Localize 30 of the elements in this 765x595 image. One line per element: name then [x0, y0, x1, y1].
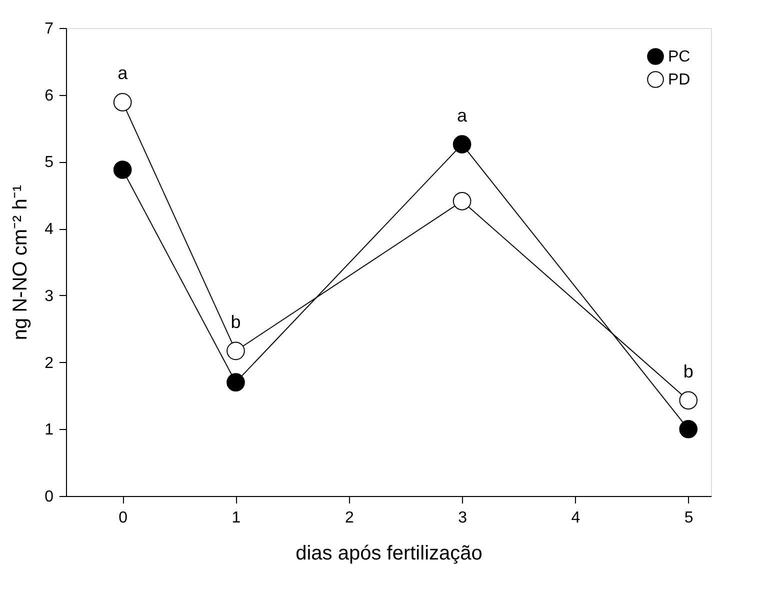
point	[679, 420, 698, 438]
point	[113, 93, 132, 112]
point	[452, 192, 472, 210]
y-tick-label: 5	[44, 154, 54, 172]
y-tick-label: 6	[44, 87, 54, 104]
annotation: a	[118, 63, 129, 84]
y-tick-label: 7	[44, 20, 54, 38]
legend-label: PC	[668, 48, 690, 66]
annotation: b	[230, 312, 241, 332]
annotation: b	[683, 361, 694, 382]
legend-label: PD	[668, 72, 690, 88]
x-tick-label: 1	[232, 510, 241, 526]
x-axis-title: dias após fertilização	[296, 542, 482, 564]
y-tick-label: 0	[44, 488, 54, 506]
y-tick-label: 1	[44, 422, 54, 439]
point	[226, 342, 245, 360]
y-tick-label: 4	[44, 221, 54, 238]
x-tick-label: 4	[571, 510, 580, 526]
point	[452, 135, 472, 154]
x-tick-label: 3	[458, 510, 468, 526]
point	[113, 160, 132, 179]
y-tick-label: 2	[44, 354, 54, 372]
y-axis-title: ng N-NO cm⁻² h⁻¹	[10, 184, 32, 340]
x-tick-label: 2	[344, 510, 354, 526]
x-tick-label: 5	[684, 510, 694, 526]
point	[679, 391, 698, 410]
x-tick-label: 0	[118, 510, 128, 526]
y-tick-label: 3	[44, 288, 54, 305]
point	[226, 373, 245, 392]
annotation: a	[457, 105, 468, 126]
